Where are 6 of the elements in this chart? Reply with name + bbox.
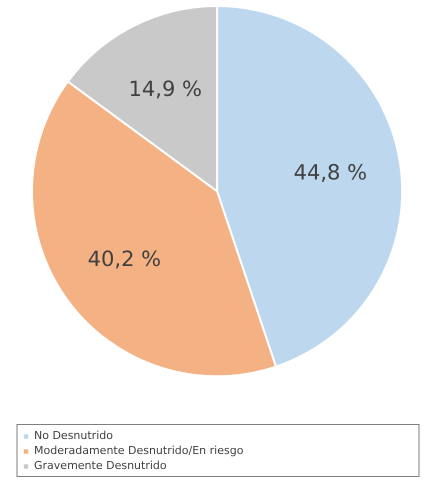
- data-label: 40,2 %: [88, 246, 162, 271]
- legend-label: No Desnutrido: [34, 429, 114, 442]
- data-label: 14,9 %: [128, 76, 202, 101]
- data-label: 44,8 %: [294, 160, 368, 185]
- legend-label: Moderadamente Desnutrido/En riesgo: [34, 444, 244, 457]
- legend-label: Gravemente Desnutrido: [34, 459, 168, 472]
